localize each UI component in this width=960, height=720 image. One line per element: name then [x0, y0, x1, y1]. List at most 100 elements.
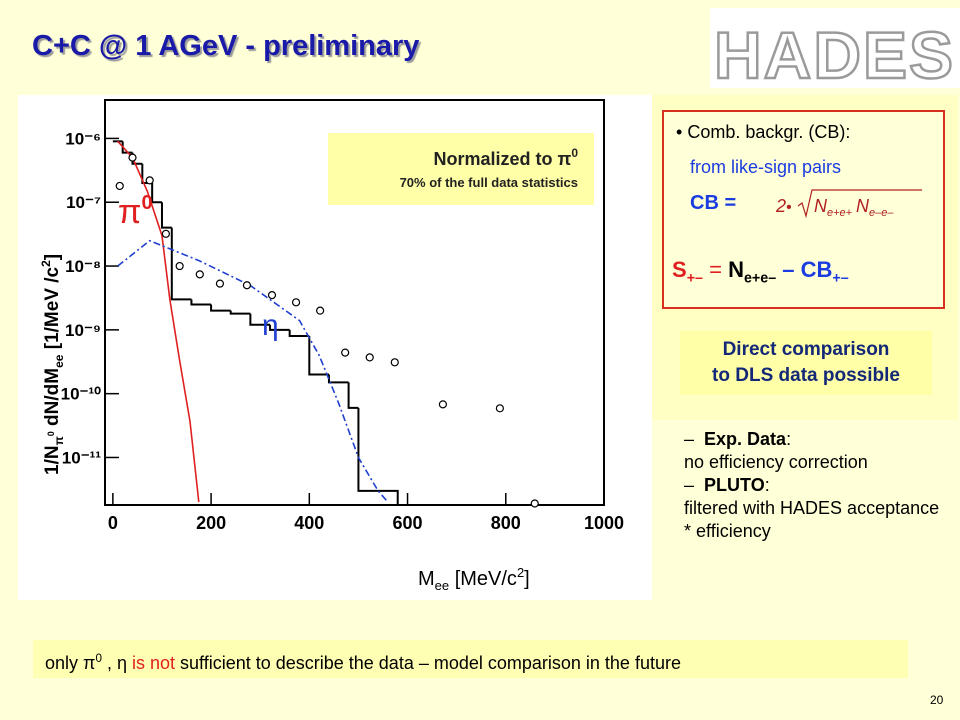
y-tick-label: 10⁻¹¹ [62, 448, 102, 467]
label-sub: ee [435, 578, 449, 593]
formula-sub: e+e+ [827, 207, 853, 219]
cb-line2: from like-sign pairs [690, 157, 842, 177]
y-axis-label: 1/Nπ0 dN/dMee [1/MeV /c2] [39, 254, 66, 475]
histogram-bin [151, 183, 162, 204]
data-point [267, 291, 277, 300]
norm-box [328, 133, 594, 205]
footer-box: only π0 , η is not sufficient to describ… [33, 640, 908, 678]
note-text: no efficiency correction [684, 452, 868, 472]
formula-factor: 2 [775, 196, 786, 216]
data-point [115, 181, 124, 191]
histogram-bin [308, 336, 329, 376]
signal-line: S+– = Ne+e– – CB+– [672, 257, 849, 286]
footer-text: sufficient to describe the data – model … [175, 653, 681, 673]
x-tick-label: 1000 [584, 513, 624, 533]
label-sup: 2 [39, 260, 53, 267]
annotation: π0 [118, 192, 153, 231]
note-colon: : [764, 475, 770, 495]
annotation: η [262, 309, 279, 342]
comparison-box: Direct comparison to DLS data possible [680, 331, 932, 395]
label-part: ] [42, 254, 63, 260]
cb-label: CB = [690, 192, 737, 214]
logo-text: HADES [714, 18, 955, 88]
note: – Exp. Data: no efficiency correction [684, 428, 944, 474]
background-box: • Comb. backgr. (CB): from like-sign pai… [662, 110, 945, 309]
x-tick-label: 0 [108, 513, 118, 533]
label-sub: π [52, 436, 66, 445]
formula-n: N [814, 196, 828, 216]
histogram-bin [190, 299, 212, 306]
page-number: 20 [930, 693, 944, 707]
histogram-bin [357, 407, 399, 505]
histogram-bin [288, 329, 310, 338]
n-sub: e+e– [743, 270, 777, 287]
s: S [672, 257, 687, 282]
annotation-text: π [118, 193, 141, 231]
data-point [390, 358, 399, 367]
data-point [175, 261, 184, 271]
s-sub: +– [686, 270, 703, 287]
data-point [128, 153, 137, 162]
eq: = [703, 257, 729, 282]
label-part: 1/N [42, 445, 63, 475]
label-part: dN/dM [42, 368, 63, 431]
minus-cb: – CB [776, 257, 833, 282]
data-point [316, 306, 325, 315]
norm-line: Normalized to π0 [434, 146, 579, 169]
data-point [195, 270, 204, 279]
model-curve [117, 140, 200, 503]
note-marker: – [684, 475, 695, 495]
radical [797, 189, 922, 219]
label-sup: 0 [46, 431, 56, 436]
histogram-bin [210, 304, 231, 312]
plot-frame [104, 99, 605, 506]
y-tick-label: 10⁻⁷ [66, 193, 101, 212]
data-point [495, 404, 504, 413]
x-tick-label: 800 [491, 513, 521, 533]
model-curve [117, 239, 389, 503]
footer-text: only π [45, 653, 96, 673]
histogram-bin [170, 227, 192, 301]
x-tick-label: 400 [294, 513, 324, 533]
data-point [438, 400, 448, 409]
slide-title: C+C @ 1 AGeV - preliminary [32, 30, 420, 62]
y-tick-label: 10⁻⁸ [65, 257, 101, 276]
x-tick-label: 200 [196, 513, 226, 533]
norm-sup: 0 [571, 146, 578, 160]
data-point [341, 348, 350, 357]
footer-text: , η [101, 653, 132, 673]
data-point [291, 298, 301, 307]
data-point [242, 281, 252, 290]
cb-formula: 2 • N e+e+ N e–e– [775, 189, 922, 219]
annotation-sup: 0 [141, 192, 152, 214]
formula-sub: e–e– [869, 207, 894, 219]
note-label: PLUTO [704, 475, 765, 495]
histogram-bin [327, 374, 349, 384]
y-tick-label: 10⁻⁶ [65, 129, 101, 148]
label-part: ] [524, 568, 530, 590]
label-sup: 2 [517, 565, 524, 580]
text: Comb. backgr. (CB): [687, 122, 851, 142]
y-tick-label: 10⁻⁹ [65, 321, 101, 340]
note-label: Exp. Data [704, 429, 787, 449]
norm-text: Normalized to π [434, 149, 572, 169]
logo-art: HADES [713, 17, 955, 94]
histogram-bin [160, 202, 172, 229]
data-point [365, 353, 374, 362]
bullet: • [676, 122, 683, 142]
histogram-bin [121, 141, 133, 154]
plot-background: 10⁻⁶ 10⁻⁷ 10⁻⁸ 10⁻⁹ 10⁻¹⁰ 10⁻¹¹ 0 200 400 600 800 1… [18, 95, 652, 600]
footer-sup: 0 [95, 652, 102, 665]
x-axis-label: Mee [MeV/c2] [418, 565, 530, 593]
footer-highlight: is not [131, 653, 176, 673]
note: – PLUTO: filtered with HADES acceptance *… [684, 474, 944, 543]
comparison-line: Direct comparison [722, 339, 890, 360]
cb-line1: • Comb. backgr. (CB): [676, 122, 850, 143]
formula-dot: • [786, 199, 792, 216]
notes: – Exp. Data: no efficiency correction – P… [684, 428, 944, 543]
x-tick-label: 600 [393, 513, 423, 533]
label-part: M [418, 568, 435, 590]
comparison-line: to DLS data possible [712, 365, 900, 386]
label-part: [1/MeV /c [42, 266, 63, 354]
histogram-bin [347, 382, 359, 409]
